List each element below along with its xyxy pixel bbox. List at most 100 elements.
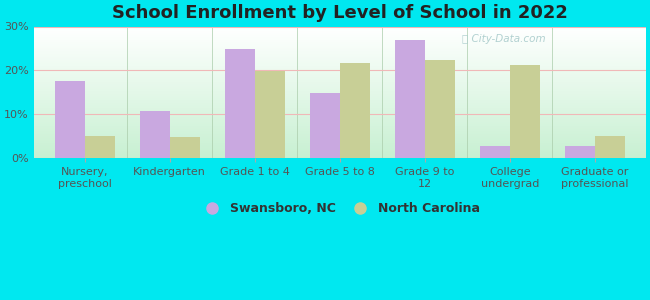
Bar xyxy=(34,79,646,80)
Bar xyxy=(310,93,340,158)
Bar xyxy=(34,147,646,148)
Bar xyxy=(34,36,646,37)
Bar xyxy=(34,99,646,100)
Bar xyxy=(34,141,646,142)
Bar xyxy=(425,60,454,158)
Bar xyxy=(34,41,646,42)
Bar xyxy=(34,90,646,91)
Bar xyxy=(595,136,625,158)
Bar xyxy=(34,120,646,121)
Bar xyxy=(34,26,646,27)
Bar xyxy=(34,54,646,55)
Bar xyxy=(34,67,646,68)
Bar xyxy=(34,62,646,63)
Bar xyxy=(34,50,646,51)
Bar xyxy=(34,65,646,66)
Bar xyxy=(34,119,646,120)
Bar xyxy=(34,142,646,143)
Bar xyxy=(565,146,595,158)
Bar xyxy=(34,151,646,152)
Bar xyxy=(34,126,646,127)
Bar xyxy=(34,157,646,158)
Bar xyxy=(34,39,646,40)
Bar xyxy=(34,111,646,112)
Bar xyxy=(34,56,646,57)
Bar xyxy=(34,55,646,56)
Bar xyxy=(34,77,646,78)
Bar xyxy=(34,69,646,70)
Bar xyxy=(340,63,370,158)
Bar xyxy=(34,97,646,98)
Bar xyxy=(34,107,646,108)
Bar xyxy=(34,72,646,73)
Bar xyxy=(34,37,646,38)
Bar xyxy=(34,47,646,48)
Bar xyxy=(34,132,646,133)
Bar xyxy=(34,40,646,41)
Bar xyxy=(34,80,646,81)
Bar xyxy=(34,73,646,74)
Bar xyxy=(480,146,510,158)
Bar xyxy=(34,133,646,134)
Bar xyxy=(34,103,646,104)
Bar xyxy=(34,148,646,149)
Bar xyxy=(34,66,646,67)
Bar xyxy=(34,52,646,53)
Bar xyxy=(34,138,646,139)
Bar xyxy=(395,40,425,158)
Bar xyxy=(34,98,646,99)
Bar xyxy=(34,139,646,140)
Bar xyxy=(34,75,646,76)
Bar xyxy=(34,58,646,59)
Bar xyxy=(34,88,646,89)
Bar xyxy=(34,124,646,125)
Bar xyxy=(34,152,646,153)
Bar xyxy=(34,78,646,79)
Bar xyxy=(34,38,646,39)
Bar xyxy=(34,100,646,101)
Bar xyxy=(34,43,646,44)
Bar xyxy=(84,136,114,158)
Bar xyxy=(34,81,646,82)
Bar xyxy=(34,32,646,33)
Bar xyxy=(140,111,170,158)
Bar xyxy=(34,153,646,154)
Bar xyxy=(34,94,646,95)
Bar xyxy=(34,127,646,128)
Bar xyxy=(34,117,646,118)
Bar xyxy=(34,145,646,146)
Bar xyxy=(34,64,646,65)
Bar xyxy=(34,116,646,117)
Bar xyxy=(34,121,646,122)
Bar xyxy=(34,112,646,113)
Bar xyxy=(34,44,646,45)
Bar xyxy=(34,59,646,60)
Bar xyxy=(34,104,646,105)
Legend: Swansboro, NC, North Carolina: Swansboro, NC, North Carolina xyxy=(194,197,485,220)
Bar xyxy=(34,108,646,109)
Bar xyxy=(34,76,646,77)
Bar xyxy=(255,71,285,158)
Bar xyxy=(34,134,646,135)
Bar xyxy=(34,115,646,116)
Bar xyxy=(34,40,646,41)
Bar xyxy=(34,28,646,29)
Bar xyxy=(34,91,646,92)
Bar xyxy=(34,31,646,32)
Bar xyxy=(34,149,646,150)
Bar xyxy=(34,60,646,61)
Bar xyxy=(34,144,646,145)
Bar xyxy=(34,70,646,71)
Bar xyxy=(34,30,646,31)
Bar xyxy=(34,74,646,75)
Bar xyxy=(34,71,646,72)
Bar xyxy=(34,68,646,69)
Bar xyxy=(34,113,646,114)
Bar xyxy=(34,82,646,83)
Bar xyxy=(34,57,646,58)
Bar xyxy=(34,95,646,96)
Bar xyxy=(34,140,646,141)
Bar xyxy=(34,123,646,124)
Bar xyxy=(34,84,646,85)
Bar xyxy=(34,93,646,94)
